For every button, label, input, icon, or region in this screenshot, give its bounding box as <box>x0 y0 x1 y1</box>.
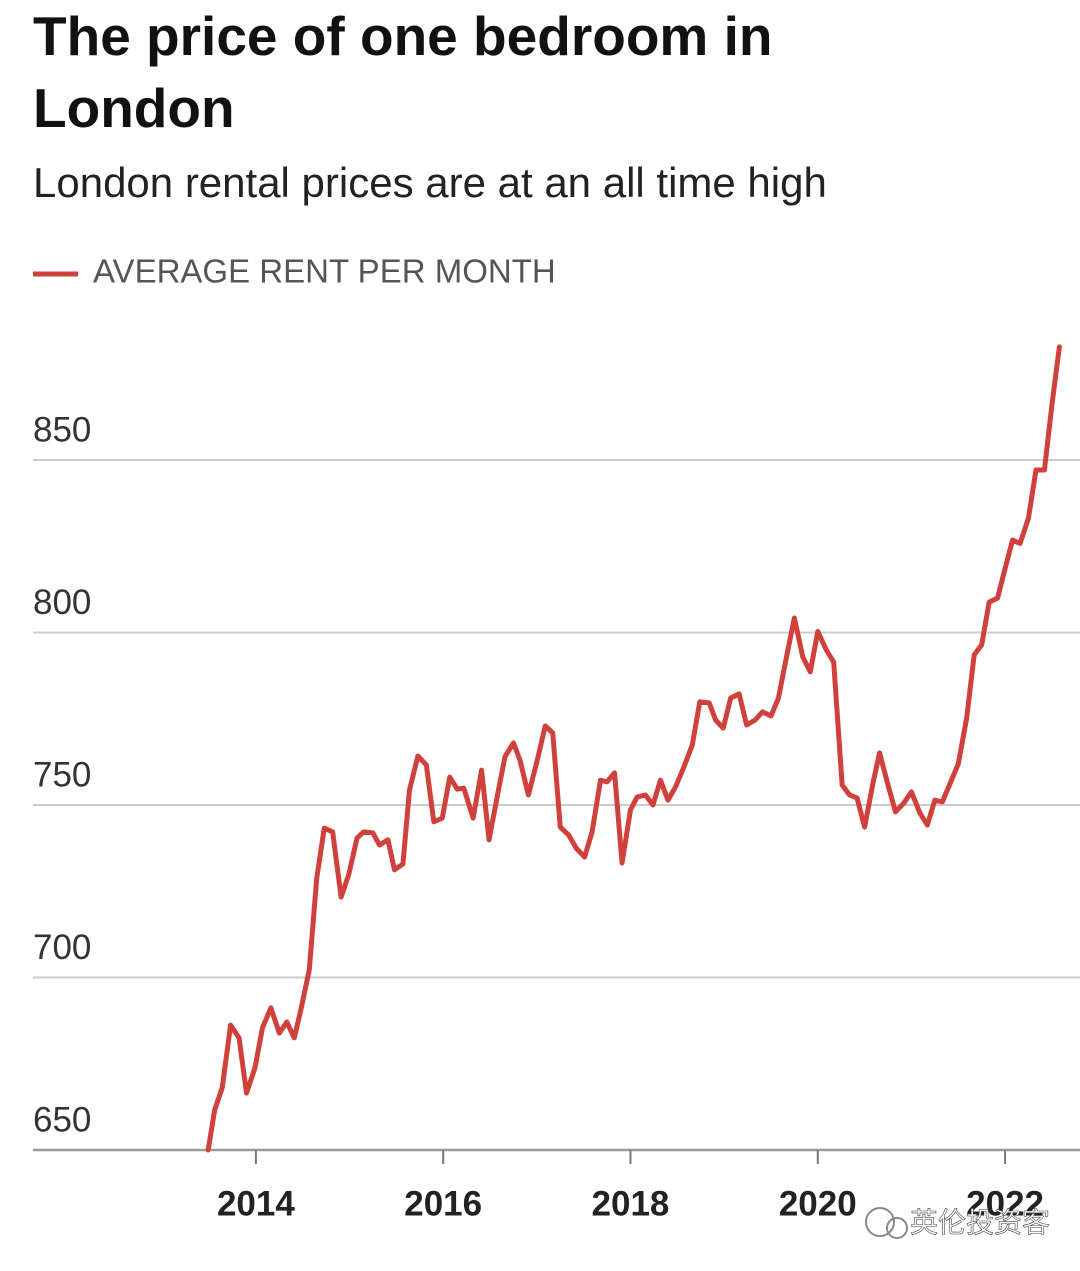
watermark: 英伦投资客 <box>865 1206 1050 1239</box>
y-tick-label: 750 <box>33 755 91 794</box>
x-tick-label: 2020 <box>779 1184 857 1223</box>
watermark-text: 英伦投资客 <box>910 1206 1050 1239</box>
data-line <box>205 344 1062 1153</box>
grid: 650 700 750 800 850 2014 2016 2018 2020 2022 <box>33 410 1080 1223</box>
chart-title: The price of one bedroom in London <box>33 5 773 139</box>
chart-title-line: London <box>33 77 235 139</box>
x-tick-label: 2014 <box>217 1184 295 1223</box>
chart-subtitle: London rental prices are at an all time … <box>33 159 827 206</box>
watermark-icon <box>886 1217 908 1239</box>
watermark-icon <box>865 1207 895 1237</box>
x-tick-label: 2016 <box>404 1184 482 1223</box>
y-tick-label: 850 <box>33 410 91 449</box>
y-tick-label: 700 <box>33 928 91 967</box>
chart-title-line: The price of one bedroom in <box>33 5 773 67</box>
x-tick-label: 2022 <box>966 1184 1044 1223</box>
plot-area <box>205 344 1062 1153</box>
legend-label: AVERAGE RENT PER MONTH <box>93 253 556 290</box>
y-tick-label: 650 <box>33 1100 91 1139</box>
x-tick-label: 2018 <box>592 1184 670 1223</box>
y-tick-label: 800 <box>33 583 91 622</box>
legend: AVERAGE RENT PER MONTH <box>33 253 556 290</box>
